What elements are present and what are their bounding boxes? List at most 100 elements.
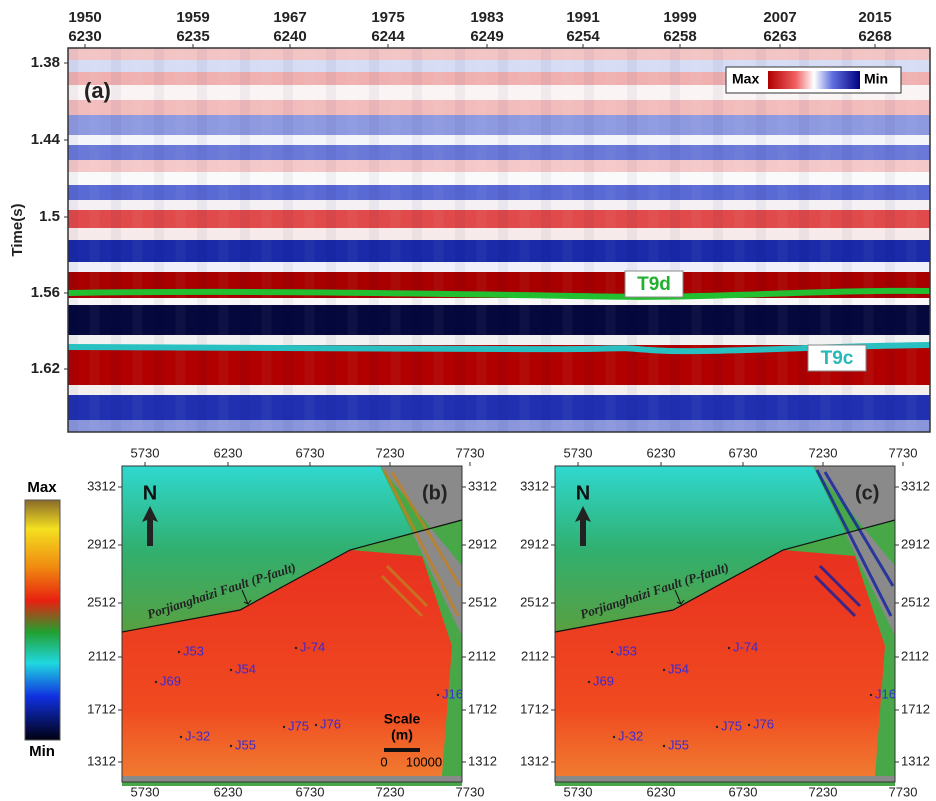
x-tick-label: 6235 (176, 28, 209, 45)
y-tick-label: 2112 (468, 648, 496, 663)
well-label: J54 (235, 661, 256, 676)
seismic-texture (347, 48, 358, 432)
y-tick-label: 3312 (520, 478, 549, 493)
seismic-band (68, 420, 930, 432)
y-tick-label: 1712 (468, 701, 497, 716)
y-tick-label: 1312 (468, 753, 497, 768)
scale-title: Scale (384, 711, 421, 727)
seismic-texture (261, 48, 272, 432)
well-label: J53 (183, 643, 204, 658)
well-dot (662, 668, 666, 672)
x-tick-label: 1975 (371, 9, 404, 26)
x-tick-label: 7730 (456, 445, 485, 460)
x-tick-label: 6230 (214, 445, 243, 460)
colorbar-label: Max (27, 479, 57, 496)
map-strip (122, 776, 462, 782)
colorbar-label: Min (29, 743, 55, 760)
well-dot (229, 744, 233, 748)
seismic-band (68, 60, 930, 72)
y-tick-label: 2912 (468, 536, 497, 551)
seismic-texture (89, 48, 100, 432)
map-upper-region (122, 466, 462, 632)
well-label: J76 (753, 716, 774, 731)
x-tick-label: 6249 (470, 28, 503, 45)
map-lower-region (555, 550, 885, 776)
seismic-band (68, 200, 930, 210)
x-tick-label: 2007 (763, 9, 796, 26)
horizon-line (67, 287, 931, 300)
fault-line (554, 519, 896, 633)
seismic-texture (842, 48, 852, 432)
x-tick-label: 7230 (376, 445, 405, 460)
x-tick-label: 7230 (809, 445, 838, 460)
seismic-texture (197, 48, 207, 432)
fault-line (121, 519, 463, 633)
seismic-texture (562, 48, 573, 432)
scale-bar (384, 748, 420, 752)
legend-gradient (768, 71, 860, 89)
seismic-band (68, 145, 930, 160)
y-tick-label: 3312 (87, 478, 116, 493)
x-tick-label: 7230 (809, 784, 838, 799)
seismic-band (68, 305, 930, 335)
y-tick-label: 3312 (901, 478, 930, 493)
legend-label: Max (732, 71, 759, 87)
well-dot (610, 650, 614, 654)
map-streaks (380, 469, 462, 618)
y-tick-label: 2512 (468, 594, 497, 609)
seismic-band (68, 210, 930, 228)
x-tick-label: 6230 (214, 784, 243, 799)
scale-label: 10000 (406, 754, 442, 769)
x-tick-label: 6230 (647, 784, 676, 799)
y-tick-label: 1712 (87, 701, 116, 716)
y-tick-label: 1.5 (39, 208, 60, 225)
well-label: J75 (721, 718, 742, 733)
x-tick-label: 7730 (456, 784, 485, 799)
x-tick-label: 6240 (273, 28, 306, 45)
north-label: N (576, 482, 590, 504)
seismic-texture (132, 48, 143, 432)
y-tick-label: 1.38 (31, 54, 60, 71)
x-tick-label: 6230 (647, 445, 676, 460)
x-tick-label: 1999 (663, 9, 696, 26)
seismic-band (68, 185, 930, 200)
seismic-band (68, 115, 930, 135)
well-dot (869, 693, 873, 697)
seismic-band (68, 298, 930, 305)
y-tick-label: 2512 (901, 594, 930, 609)
well-dot (229, 668, 233, 672)
y-tick-label: 2912 (87, 536, 116, 551)
well-dot (587, 680, 591, 684)
well-dot (314, 723, 318, 727)
y-tick-label: 2512 (87, 594, 116, 609)
axis-title: Time(s) (9, 203, 26, 256)
x-tick-label: 7730 (889, 784, 918, 799)
x-tick-label: 5730 (131, 784, 160, 799)
seismic-band (68, 385, 930, 395)
seismic-band (68, 262, 930, 272)
seismic-band (68, 135, 930, 145)
y-tick-label: 1.44 (31, 131, 61, 148)
y-tick-label: 2912 (520, 536, 549, 551)
well-label: J-74 (300, 639, 325, 654)
x-tick-label: 1967 (273, 9, 306, 26)
seismic-texture (670, 48, 680, 432)
well-label: J-32 (618, 728, 643, 743)
well-dot (282, 725, 286, 729)
seismic-texture (820, 48, 831, 432)
seismic-texture (433, 48, 444, 432)
well-dot (179, 735, 183, 739)
seismic-texture (885, 48, 895, 432)
seismic-texture (756, 48, 766, 432)
seismic-texture (541, 48, 551, 432)
seismic-texture (584, 48, 594, 432)
map-strip (555, 776, 895, 782)
y-tick-label: 2512 (520, 594, 549, 609)
seismic-texture (498, 48, 508, 432)
fault-arrow (241, 589, 252, 605)
well-label: J69 (593, 673, 614, 688)
seismic-texture (648, 48, 659, 432)
seismic-texture (519, 48, 530, 432)
